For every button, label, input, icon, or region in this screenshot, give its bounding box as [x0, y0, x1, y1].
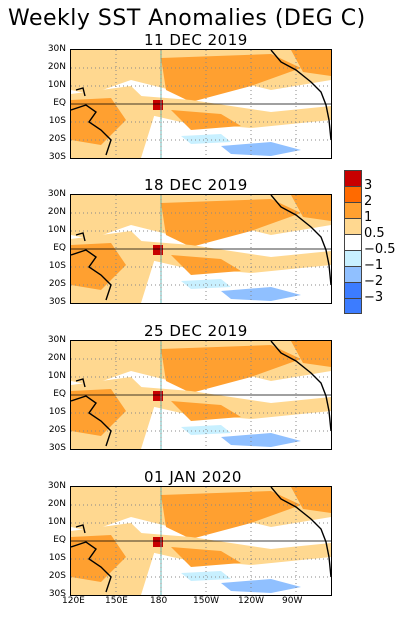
latitude-label: 20S	[48, 279, 66, 289]
latitude-label: 10S	[48, 261, 66, 271]
latitude-label: 30S	[48, 152, 66, 162]
longitude-label: 120W	[238, 596, 265, 606]
latitude-label: 10S	[48, 116, 66, 126]
longitude-label: 120E	[62, 596, 85, 606]
longitude-label: 150E	[105, 596, 128, 606]
sst-anomaly-map	[70, 49, 332, 159]
latitude-label: 10S	[48, 553, 66, 563]
sst-anomaly-map	[70, 486, 332, 596]
anomaly-field	[71, 195, 331, 303]
latitude-label: 30S	[48, 589, 66, 599]
sst-anomaly-map	[70, 340, 332, 450]
latitude-label: 20S	[48, 425, 66, 435]
anomaly-field	[71, 341, 331, 449]
longitude-label: 180	[150, 596, 168, 606]
coastline	[71, 341, 331, 447]
latitude-label: 20N	[47, 207, 66, 217]
legend-swatch	[344, 218, 362, 234]
legend-swatch	[344, 186, 362, 202]
legend-swatch	[344, 202, 362, 218]
panel-title: 11 DEC 2019	[144, 31, 248, 49]
legend-label: 2	[364, 194, 373, 209]
panel-title: 25 DEC 2019	[144, 322, 248, 340]
latitude-label: EQ	[53, 389, 66, 399]
legend-label: −3	[364, 290, 384, 305]
latitude-label: 10N	[47, 517, 66, 527]
anomaly-field	[71, 487, 331, 595]
legend-label: 0.5	[364, 226, 385, 241]
legend-swatch	[344, 170, 362, 186]
longitude-label: 90W	[282, 596, 303, 606]
latitude-label: 30N	[47, 481, 66, 491]
latitude-label: 20S	[48, 134, 66, 144]
latitude-label: 20N	[47, 499, 66, 509]
legend-swatch	[344, 298, 362, 314]
legend-label: 3	[364, 178, 373, 193]
legend-label: −1	[364, 258, 384, 273]
legend-label: 1	[364, 210, 373, 225]
latitude-label: 30N	[47, 189, 66, 199]
latitude-label: 10S	[48, 407, 66, 417]
coastline	[71, 50, 331, 156]
latitude-label: EQ	[53, 535, 66, 545]
latitude-label: 10N	[47, 80, 66, 90]
latitude-label: 30N	[47, 44, 66, 54]
legend-label: −0.5	[364, 242, 396, 257]
longitude-label: 150W	[193, 596, 220, 606]
legend-swatch	[344, 234, 362, 250]
coastline	[71, 487, 331, 593]
main-title: Weekly SST Anomalies (DEG C)	[8, 6, 366, 31]
latitude-label: EQ	[53, 243, 66, 253]
legend-label: −2	[364, 274, 384, 289]
color-legend	[344, 170, 362, 314]
panel-title: 18 DEC 2019	[144, 176, 248, 194]
latitude-label: EQ	[53, 98, 66, 108]
legend-swatch	[344, 266, 362, 282]
legend-swatch	[344, 282, 362, 298]
latitude-label: 30S	[48, 443, 66, 453]
latitude-label: 20N	[47, 62, 66, 72]
latitude-label: 10N	[47, 225, 66, 235]
sst-anomaly-map	[70, 194, 332, 304]
latitude-label: 20S	[48, 571, 66, 581]
latitude-label: 30N	[47, 335, 66, 345]
latitude-label: 30S	[48, 297, 66, 307]
legend-swatch	[344, 250, 362, 266]
panel-title: 01 JAN 2020	[144, 468, 242, 486]
latitude-label: 20N	[47, 353, 66, 363]
anomaly-field	[71, 50, 331, 158]
coastline	[71, 195, 331, 301]
latitude-label: 10N	[47, 371, 66, 381]
